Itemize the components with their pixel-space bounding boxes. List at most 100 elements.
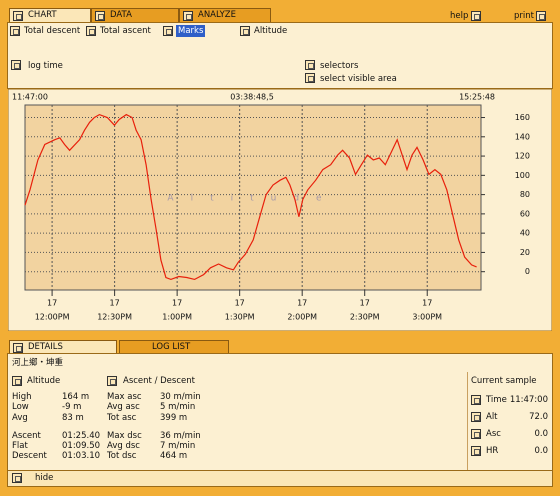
print-icon	[536, 11, 546, 21]
chart: 11:47:00 03:38:48,5 15:25:48 Altitude 0 2…	[8, 89, 552, 331]
detail-label: Flat	[12, 441, 28, 451]
sample-value: 0.0	[534, 429, 548, 439]
sample-icon	[471, 446, 481, 456]
hide-bar	[7, 470, 553, 487]
detail-value: 01:25.40	[62, 431, 101, 441]
y-tick-label: 160	[515, 113, 530, 122]
sample-value: 11:47:00	[509, 395, 548, 405]
plot-area	[24, 104, 482, 291]
detail-value: 01:03.10	[62, 451, 101, 461]
location: 河上鄉・坤重	[12, 358, 64, 368]
y-tick-label: 100	[515, 171, 530, 180]
x-tick-day: 17	[360, 299, 370, 308]
option[interactable]: selectors	[320, 61, 359, 71]
tab-analyze[interactable]: ANALYZE	[179, 8, 271, 22]
sample-label: Alt	[486, 412, 498, 422]
hide-icon[interactable]	[12, 473, 22, 483]
sample-value: 72.0	[529, 412, 548, 422]
altitude-line	[24, 113, 477, 281]
y-tick-label: 40	[520, 229, 530, 238]
check-icon[interactable]	[240, 26, 250, 36]
detail-label: Avg	[12, 413, 28, 423]
x-tick-label: 2:30PM	[350, 313, 380, 322]
check-icon[interactable]	[305, 60, 315, 70]
detail-label: Tot dsc	[107, 451, 137, 461]
detail-value: 36 m/min	[160, 431, 201, 441]
sample-label: Asc	[486, 429, 501, 439]
section-title: Altitude	[27, 376, 61, 386]
hide-button[interactable]: hide	[35, 473, 54, 483]
tab-label: DATA	[110, 10, 132, 20]
y-tick-label: 60	[520, 209, 530, 218]
toolbar-item[interactable]: Total ascent	[100, 26, 151, 36]
detail-label: Low	[12, 402, 29, 412]
detail-label: Max asc	[107, 392, 142, 402]
sample-icon	[471, 395, 481, 405]
details-panel	[7, 353, 553, 471]
toolbar-item[interactable]: Altitude	[254, 26, 288, 36]
detail-label: High	[12, 392, 32, 402]
sample-label: HR	[486, 446, 499, 456]
sample-value: 0.0	[534, 446, 548, 456]
tab-label: ANALYZE	[198, 10, 236, 20]
print-button[interactable]: print	[514, 11, 534, 21]
check-icon[interactable]	[86, 26, 96, 36]
x-tick-label: 1:00PM	[162, 313, 192, 322]
x-tick-day: 17	[297, 299, 307, 308]
check-icon[interactable]	[10, 26, 20, 36]
tab-details[interactable]: DETAILS	[9, 340, 117, 354]
toolbar-item[interactable]: Total descent	[24, 26, 81, 36]
tab-label: CHART	[28, 10, 57, 20]
x-tick-label: 12:30PM	[97, 313, 132, 322]
check-icon[interactable]	[163, 26, 173, 36]
x-tick-label: 12:00PM	[35, 313, 70, 322]
watermark: Altitude	[167, 194, 338, 204]
end-time: 15:25:48	[459, 93, 495, 102]
y-tick-label: 20	[520, 248, 530, 257]
divider	[467, 372, 468, 470]
detail-label: Ascent	[12, 431, 41, 441]
x-tick-day: 17	[235, 299, 245, 308]
sample-label: Time	[486, 395, 507, 405]
y-tick-label: 0	[525, 267, 530, 276]
check-icon[interactable]	[11, 60, 21, 70]
x-tick-day: 17	[110, 299, 120, 308]
detail-value: 01:09.50	[62, 441, 101, 451]
detail-value: 464 m	[160, 451, 188, 461]
help-icon	[471, 11, 481, 21]
sample-icon	[471, 429, 481, 439]
detail-value: 30 m/min	[160, 392, 201, 402]
y-tick-label: 120	[515, 152, 530, 161]
detail-label: Max dsc	[107, 431, 142, 441]
detail-value: -9 m	[62, 402, 82, 412]
section-icon	[107, 376, 117, 386]
detail-value: 164 m	[62, 392, 90, 402]
detail-label: Tot asc	[107, 413, 137, 423]
detail-value: 7 m/min	[160, 441, 196, 451]
x-tick-day: 17	[172, 299, 182, 308]
tab-chart[interactable]: CHART	[9, 8, 91, 22]
x-tick-day: 17	[47, 299, 57, 308]
check-icon[interactable]	[305, 73, 315, 83]
tab-label: LOG LIST	[152, 342, 191, 352]
x-tick-label: 3:00PM	[412, 313, 442, 322]
detail-label: Avg asc	[107, 402, 140, 412]
tab-data[interactable]: DATA	[91, 8, 179, 22]
option[interactable]: select visible area	[320, 74, 397, 84]
tab-log-list[interactable]: LOG LIST	[119, 340, 229, 354]
option[interactable]: log time	[28, 61, 63, 71]
detail-value: 5 m/min	[160, 402, 196, 412]
help-button[interactable]: help	[450, 11, 469, 21]
x-tick-day: 17	[422, 299, 432, 308]
duration: 03:38:48,5	[230, 93, 274, 102]
x-tick-label: 1:30PM	[225, 313, 255, 322]
detail-value: 83 m	[62, 413, 84, 423]
section-icon	[12, 376, 22, 386]
detail-label: Descent	[12, 451, 47, 461]
y-tick-label: 140	[515, 132, 530, 141]
toolbar-item-selected[interactable]: Marks	[176, 25, 206, 37]
section-title: Current sample	[471, 376, 537, 386]
start-time: 11:47:00	[12, 93, 48, 102]
toolbar-panel	[7, 22, 553, 89]
